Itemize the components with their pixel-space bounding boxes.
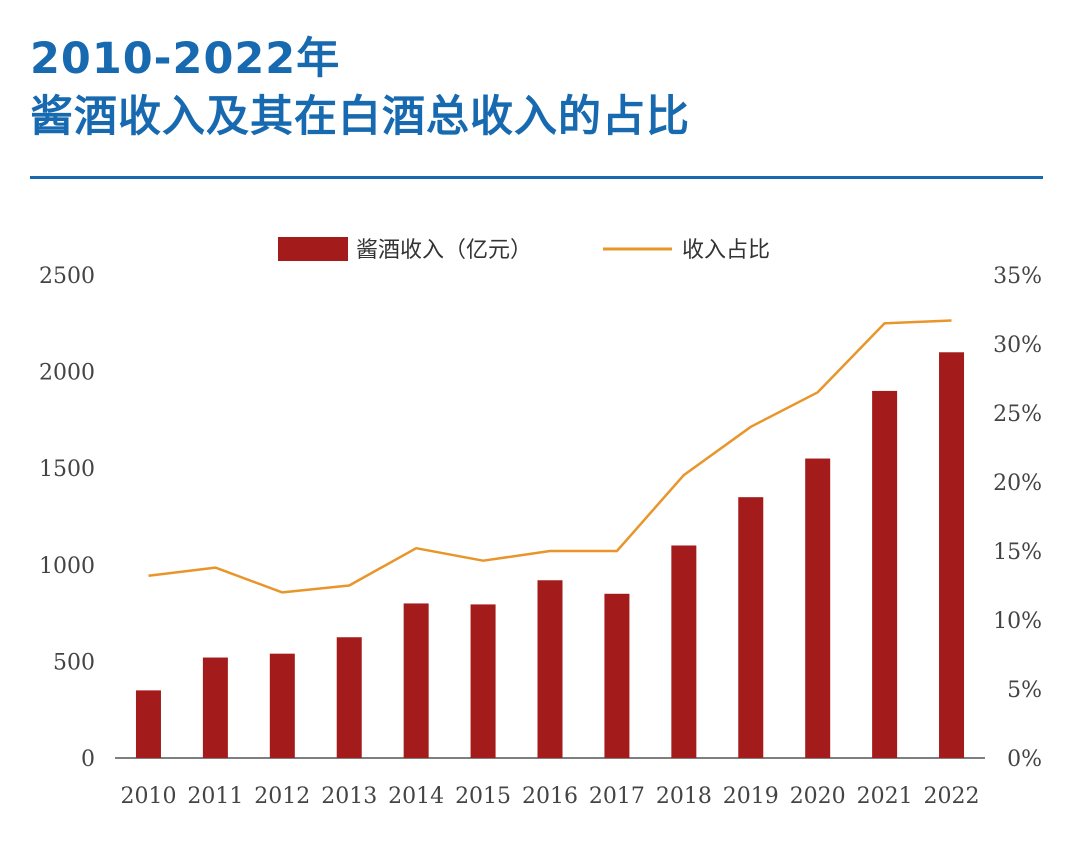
x-tick-label: 2015 bbox=[455, 784, 511, 809]
bar-series bbox=[135, 352, 965, 758]
title-divider bbox=[30, 176, 1043, 179]
bar bbox=[939, 352, 965, 758]
x-tick-label: 2012 bbox=[254, 784, 310, 809]
y-right-tick-label: 15% bbox=[993, 540, 1042, 565]
x-tick-label: 2022 bbox=[924, 784, 980, 809]
bar bbox=[470, 604, 496, 758]
bar bbox=[872, 390, 898, 758]
x-tick-label: 2020 bbox=[790, 784, 846, 809]
bar bbox=[202, 657, 228, 758]
y-left-tick-label: 2500 bbox=[39, 264, 95, 289]
y-right-tick-label: 10% bbox=[993, 609, 1042, 634]
bar bbox=[336, 637, 362, 758]
page-title: 2010-2022年 bbox=[30, 34, 341, 84]
y-left-tick-label: 1000 bbox=[39, 554, 95, 579]
line-path bbox=[148, 319, 952, 594]
x-tick-label: 2017 bbox=[589, 784, 645, 809]
y-right-tick-label: 35% bbox=[993, 264, 1042, 289]
chart-header: 2010-2022年 酱酒收入及其在白酒总收入的占比 bbox=[30, 30, 1050, 146]
axes: 0 500 1000 1500 2000 2500 0% 5% 10% 15% 20% 25% 30% 3… bbox=[39, 264, 1042, 809]
legend-swatch-bar bbox=[278, 237, 348, 261]
bar bbox=[805, 458, 831, 758]
bar bbox=[604, 593, 630, 758]
y-right-tick-label: 0% bbox=[1007, 747, 1042, 772]
x-tick-label: 2011 bbox=[187, 784, 243, 809]
bar bbox=[671, 545, 697, 758]
y-left-tick-label: 2000 bbox=[39, 361, 95, 386]
y-left-tick-label: 0 bbox=[81, 747, 95, 772]
y-left-tick-label: 500 bbox=[53, 650, 95, 675]
y-right-tick-label: 20% bbox=[993, 471, 1042, 496]
legend-label-line: 收入占比 bbox=[682, 238, 770, 263]
x-tick-label: 2021 bbox=[857, 784, 913, 809]
bar bbox=[738, 497, 764, 758]
bar bbox=[403, 603, 429, 758]
bar bbox=[537, 580, 563, 758]
y-right-tick-label: 30% bbox=[993, 333, 1042, 358]
page-subtitle: 酱酒收入及其在白酒总收入的占比 bbox=[30, 92, 690, 142]
x-tick-label: 2013 bbox=[321, 784, 377, 809]
x-tick-label: 2019 bbox=[723, 784, 779, 809]
line-series bbox=[148, 319, 952, 594]
combo-chart: 酱酒收入（亿元） 收入占比 0 500 1000 1500 2000 2500 0% 5% 10%… bbox=[39, 237, 1042, 809]
y-right-tick-label: 25% bbox=[993, 402, 1042, 427]
y-right-tick-label: 5% bbox=[1007, 678, 1042, 703]
legend: 酱酒收入（亿元） 收入占比 bbox=[278, 237, 770, 263]
bar bbox=[269, 653, 295, 758]
y-left-tick-label: 1500 bbox=[39, 457, 95, 482]
x-tick-label: 2018 bbox=[656, 784, 712, 809]
legend-label-bar: 酱酒收入（亿元） bbox=[356, 238, 532, 263]
bar bbox=[135, 690, 161, 758]
x-tick-label: 2016 bbox=[522, 784, 578, 809]
x-tick-label: 2010 bbox=[120, 784, 176, 809]
x-tick-label: 2014 bbox=[388, 784, 444, 809]
